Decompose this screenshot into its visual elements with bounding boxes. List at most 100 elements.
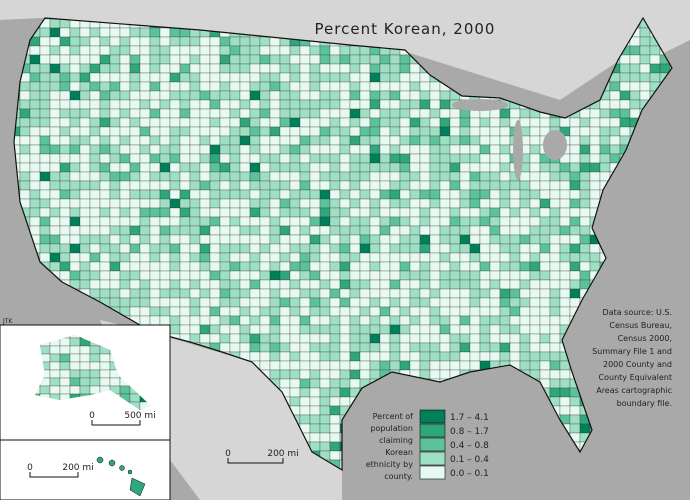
county: [119, 144, 131, 155]
county: [289, 378, 301, 389]
county: [329, 135, 341, 146]
county: [169, 180, 181, 191]
county: [199, 81, 211, 92]
county: [289, 54, 301, 65]
county: [129, 108, 141, 119]
county: [199, 135, 211, 146]
county: [479, 252, 491, 263]
county: [189, 54, 201, 65]
county: [519, 351, 531, 362]
county: [59, 81, 71, 92]
county: [179, 36, 191, 47]
scale-line: [91, 420, 141, 426]
county: [639, 45, 651, 56]
county: [59, 270, 71, 281]
county: [289, 198, 301, 209]
county: [339, 288, 351, 299]
county: [349, 216, 361, 227]
county: [429, 270, 441, 281]
county: [339, 351, 351, 362]
county: [229, 108, 241, 119]
borough: [89, 377, 101, 387]
county: [299, 198, 311, 209]
county: [69, 153, 81, 164]
county: [579, 135, 591, 146]
county: [339, 333, 351, 344]
county: [39, 126, 51, 137]
county: [209, 198, 221, 209]
county: [329, 270, 341, 281]
county: [169, 297, 181, 308]
county: [309, 405, 321, 416]
county: [59, 72, 71, 83]
county: [179, 261, 191, 272]
county: [19, 81, 31, 92]
county: [469, 153, 481, 164]
county: [259, 297, 271, 308]
county: [189, 144, 201, 155]
county: [639, 27, 651, 38]
county: [239, 315, 251, 326]
legend-swatch: [419, 465, 446, 480]
county: [59, 180, 71, 191]
county: [379, 306, 391, 317]
county: [49, 234, 61, 245]
county: [99, 261, 111, 272]
county: [589, 117, 601, 128]
county: [349, 90, 361, 101]
county: [409, 288, 421, 299]
county: [339, 342, 351, 353]
county: [549, 252, 561, 263]
county: [149, 252, 161, 263]
county: [449, 333, 461, 344]
county: [479, 117, 491, 128]
county: [429, 279, 441, 290]
county: [189, 279, 201, 290]
county: [379, 288, 391, 299]
county: [319, 351, 331, 362]
county: [609, 108, 621, 119]
county: [379, 189, 391, 200]
county: [149, 108, 161, 119]
county: [149, 144, 161, 155]
borough: [59, 337, 71, 347]
county: [419, 144, 431, 155]
county: [489, 162, 501, 173]
county: [409, 162, 421, 173]
county: [349, 270, 361, 281]
county: [329, 369, 341, 380]
county: [469, 171, 481, 182]
county: [529, 207, 541, 218]
county: [259, 126, 271, 137]
county: [509, 225, 521, 236]
county: [259, 279, 271, 290]
county: [179, 63, 191, 74]
county: [339, 108, 351, 119]
county: [519, 225, 531, 236]
county: [359, 261, 371, 272]
county: [549, 207, 561, 218]
county: [109, 279, 121, 290]
county: [399, 117, 411, 128]
county: [199, 126, 211, 137]
county: [479, 279, 491, 290]
county: [419, 297, 431, 308]
county: [299, 72, 311, 83]
county: [149, 135, 161, 146]
county: [329, 243, 341, 254]
county: [179, 162, 191, 173]
county: [319, 45, 331, 56]
county: [379, 135, 391, 146]
county: [389, 54, 401, 65]
county: [559, 243, 571, 254]
county: [339, 144, 351, 155]
county: [199, 252, 211, 263]
county: [169, 243, 181, 254]
county: [399, 324, 411, 335]
county: [319, 63, 331, 74]
legend-title-line: claiming: [379, 436, 413, 445]
county: [129, 162, 141, 173]
county: [509, 189, 521, 200]
county: [139, 144, 151, 155]
